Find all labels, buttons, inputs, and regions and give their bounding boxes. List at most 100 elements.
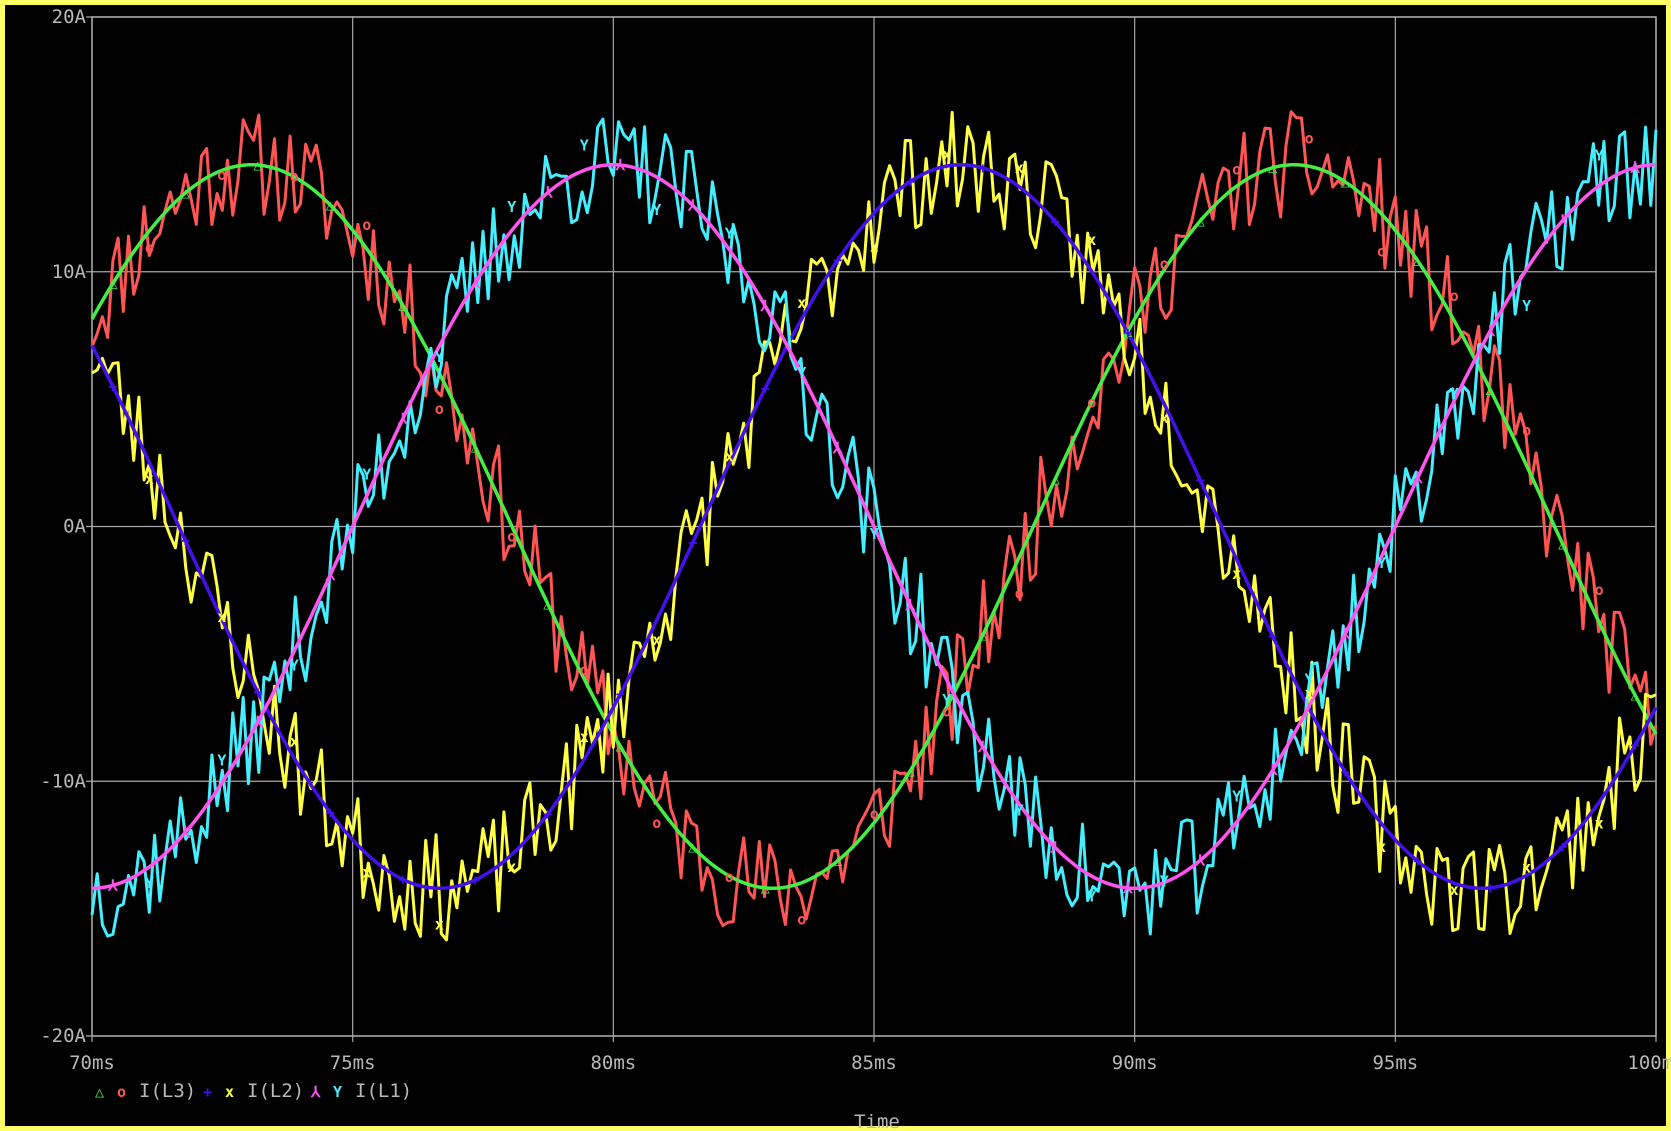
fundamental-marker: ⅄: [1557, 211, 1568, 229]
fundamental-marker: △: [1486, 380, 1495, 398]
fundamental-marker: △: [978, 626, 987, 644]
ripple-marker: o: [725, 868, 734, 886]
fundamental-marker: ⅄: [615, 156, 626, 174]
fundamental-marker: △: [906, 762, 915, 780]
legend-label: I(L1): [355, 1080, 412, 1102]
ripple-marker: o: [507, 527, 516, 545]
ripple-marker: x: [1305, 685, 1314, 703]
legend-label: I(L2): [247, 1080, 304, 1102]
fundamental-marker: △: [761, 879, 770, 897]
ripple-marker: x: [1087, 231, 1096, 249]
legend-marker-fundamental: ⅄: [310, 1083, 321, 1101]
ripple-marker: x: [145, 470, 154, 488]
ripple-marker: o: [942, 703, 951, 721]
ripple-marker: Y: [1232, 787, 1241, 805]
ripple-marker: o: [652, 814, 661, 832]
ripple-marker: Y: [217, 751, 226, 769]
fundamental-marker: △: [398, 296, 407, 314]
fundamental-marker: ⅄: [1340, 625, 1351, 643]
fundamental-marker: +: [1196, 471, 1205, 489]
x-tick-label: 75ms: [330, 1052, 376, 1074]
legend-marker-ripple: x: [225, 1083, 234, 1101]
axis-ticks: 70ms 75ms 80ms 85ms 90ms 95ms 100ms 20A 10A 0A -10…: [40, 6, 1671, 1074]
fundamental-marker: ⅄: [1195, 851, 1206, 869]
ripple-trace-I(L2): [91, 110, 1657, 942]
fundamental-marker: ⅄: [760, 297, 771, 315]
ripple-marker: Y: [1305, 671, 1314, 689]
ripple-marker: o: [1160, 255, 1169, 273]
ripple-marker: o: [1450, 287, 1459, 305]
ripple-marker: x: [507, 858, 516, 876]
ripple-marker: x: [1450, 881, 1459, 899]
fundamental-trace-I(L2): [90, 163, 1658, 890]
ripple-marker: x: [870, 238, 879, 256]
fundamental-marker: +: [761, 379, 770, 397]
y-tick-label: -20A: [40, 1025, 86, 1047]
ripple-marker: o: [1377, 242, 1386, 260]
fundamental-marker: △: [326, 196, 335, 214]
ripple-marker: Y: [1160, 872, 1169, 890]
y-tick-label: 20A: [52, 6, 87, 28]
ripple-marker: o: [1232, 160, 1241, 178]
fundamental-marker: +: [1123, 324, 1132, 342]
ripple-marker: Y: [1522, 297, 1531, 315]
fundamental-marker: ⅄: [1267, 761, 1278, 779]
fundamental-marker: △: [108, 275, 117, 293]
fundamental-marker: △: [1413, 252, 1422, 270]
ripple-marker: o: [362, 216, 371, 234]
fundamental-marker: ⅄: [1122, 879, 1133, 897]
ripple-marker: o: [580, 661, 589, 679]
ripple-marker: x: [942, 145, 951, 163]
fundamental-marker: +: [688, 534, 697, 552]
y-tick-label: 0A: [63, 516, 86, 538]
ripple-marker: Y: [290, 657, 299, 675]
ripple-marker: Y: [725, 224, 734, 242]
fundamental-marker: △: [1341, 173, 1350, 191]
ripple-marker: x: [1232, 565, 1241, 583]
ripple-marker: o: [145, 239, 154, 257]
fundamental-marker: ⅄: [1050, 839, 1061, 857]
ripple-marker: x: [217, 608, 226, 626]
ripple-marker: o: [217, 166, 226, 184]
ripple-marker: x: [652, 631, 661, 649]
ripple-marker: Y: [1450, 385, 1459, 403]
ripple-marker: Y: [652, 201, 661, 219]
ripple-marker: Y: [1087, 887, 1096, 905]
fundamental-marker: +: [543, 805, 552, 823]
legend-marker-ripple: o: [117, 1083, 126, 1101]
ripple-marker: x: [725, 448, 734, 466]
fundamental-trace-I(L3): [90, 163, 1658, 890]
fundamental-marker: △: [253, 156, 262, 174]
x-tick-label: 95ms: [1372, 1052, 1418, 1074]
ripple-marker: Y: [145, 874, 154, 892]
fundamental-marker: +: [471, 871, 480, 889]
fundamental-marker: △: [1051, 470, 1060, 488]
ripple-marker: Y: [1377, 554, 1386, 572]
y-tick-label: -10A: [40, 770, 86, 792]
fundamental-marker: +: [1486, 879, 1495, 897]
fundamental-marker: +: [1558, 838, 1567, 856]
fundamental-marker: ⅄: [180, 824, 191, 842]
ripple-marker: Y: [1595, 147, 1604, 165]
fundamental-marker: △: [471, 438, 480, 456]
legend-label: I(L3): [139, 1080, 196, 1102]
ripple-marker: o: [290, 167, 299, 185]
traces: [90, 110, 1658, 942]
ripple-marker: x: [797, 294, 806, 312]
ripple-marker: o: [1087, 394, 1096, 412]
fundamental-marker: △: [688, 838, 697, 856]
ripple-marker: o: [797, 911, 806, 929]
fundamental-marker: ⅄: [977, 738, 988, 756]
fundamental-marker: +: [1631, 736, 1640, 754]
fundamental-marker: △: [1631, 686, 1640, 704]
ripple-marker: x: [362, 864, 371, 882]
fundamental-marker: △: [181, 184, 190, 202]
ripple-marker: o: [1522, 421, 1531, 439]
fundamental-marker: △: [1558, 535, 1567, 553]
fundamental-marker: ⅄: [832, 439, 843, 457]
x-tick-label: 85ms: [851, 1052, 897, 1074]
fundamental-marker: +: [833, 251, 842, 269]
fundamental-marker: ⅄: [1630, 159, 1641, 177]
ripple-marker: Y: [1015, 801, 1024, 819]
fundamental-marker: △: [1268, 159, 1277, 177]
